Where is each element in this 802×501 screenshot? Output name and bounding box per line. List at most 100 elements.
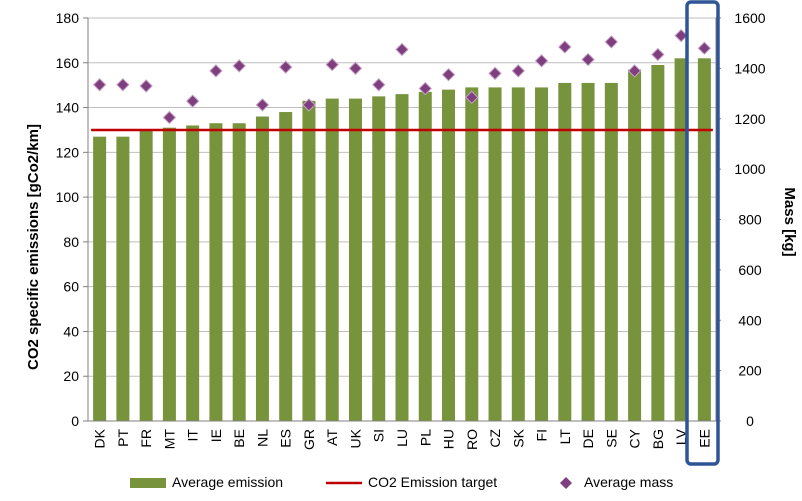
mass-marker-at xyxy=(325,57,339,72)
y-tick-label: 0 xyxy=(71,413,79,429)
y-right-tick-label: 800 xyxy=(738,212,762,228)
mass-marker-ro xyxy=(465,90,479,105)
bar-si xyxy=(372,96,386,421)
bar-bg xyxy=(651,65,665,422)
bar-lt xyxy=(558,82,572,421)
y-right-tick-label: 1200 xyxy=(734,111,765,127)
bar-pl xyxy=(418,91,432,421)
y-right-tick-label: 600 xyxy=(738,262,762,278)
y-tick-label: 100 xyxy=(56,189,80,205)
y-tick-label: 180 xyxy=(56,10,80,26)
axis-labels: CO2 specific emissions [gCo2/km] Mass [k… xyxy=(25,124,798,370)
y-right-tick-label: 1400 xyxy=(734,60,765,76)
bar-ee xyxy=(697,58,711,422)
y-tick-label: 40 xyxy=(63,323,79,339)
bar-dk xyxy=(93,136,107,421)
x-tick-label-pt: PT xyxy=(115,429,131,447)
x-tick-label-bg: BG xyxy=(650,429,666,449)
bar-de xyxy=(581,82,595,421)
x-tick-label-ee: EE xyxy=(696,429,712,448)
mass-marker-cy xyxy=(627,64,642,78)
x-tick-label-cy: CY xyxy=(627,428,643,448)
y-tick-label: 160 xyxy=(56,55,80,71)
mass-marker-ie xyxy=(209,64,223,78)
bar-hu xyxy=(442,89,456,422)
mass-marker-uk xyxy=(348,61,363,76)
x-tick-label-at: AT xyxy=(324,429,340,446)
y-right-tick-label: 1000 xyxy=(734,161,765,177)
y-tick-label: 80 xyxy=(63,234,79,250)
bar-lv xyxy=(674,58,688,422)
bar-fi xyxy=(535,87,549,422)
mass-marker-be xyxy=(232,59,246,73)
y-axis-title: CO2 specific emissions [gCo2/km] xyxy=(25,124,42,370)
bar-uk xyxy=(348,98,362,421)
bar-sk xyxy=(511,87,525,422)
legend-swatch-average-mass xyxy=(560,477,572,489)
bar-pt xyxy=(116,136,130,421)
y-axis-right-title: Mass [kg] xyxy=(781,187,798,256)
x-tick-label-lv: LV xyxy=(673,428,689,445)
mass-marker-de xyxy=(581,52,595,67)
mass-marker-si xyxy=(372,78,386,92)
x-tick-label-se: SE xyxy=(603,429,619,448)
y-tick-label: 140 xyxy=(56,100,80,116)
legend-label-average-emission: Average emission xyxy=(172,474,283,490)
x-tick-label-pl: PL xyxy=(417,429,433,446)
mass-marker-lu xyxy=(395,42,409,57)
mass-marker-cz xyxy=(488,66,502,81)
y-right-tick-label: 1600 xyxy=(734,10,765,26)
x-tick-label-es: ES xyxy=(278,429,294,448)
x-tick-label-ie: IE xyxy=(208,429,224,442)
bar-series xyxy=(93,58,711,422)
bar-ro xyxy=(465,87,479,422)
mass-marker-bg xyxy=(651,47,665,62)
mass-marker-mt xyxy=(162,110,177,125)
legend-label-average-mass: Average mass xyxy=(584,474,673,490)
legend-swatch-average-emission xyxy=(130,478,166,488)
mass-marker-es xyxy=(278,60,293,74)
legend-label-target: CO2 Emission target xyxy=(368,474,497,490)
x-tick-label-de: DE xyxy=(580,429,596,448)
bar-it xyxy=(186,125,200,421)
y-tick-label: 20 xyxy=(63,368,79,384)
x-tick-label-fi: FI xyxy=(534,429,550,441)
x-tick-label-nl: NL xyxy=(254,429,270,447)
x-tick-label-lt: LT xyxy=(557,429,573,445)
mass-marker-it xyxy=(185,94,200,108)
mass-marker-fi xyxy=(534,54,549,68)
bar-cz xyxy=(488,87,502,422)
bar-gr xyxy=(302,100,316,421)
legend: Average emission CO2 Emission target Avera… xyxy=(130,474,673,490)
mass-marker-pt xyxy=(116,78,130,92)
bar-mt xyxy=(162,127,176,421)
highlight-box xyxy=(685,0,720,466)
mass-marker-series xyxy=(92,28,712,125)
x-tick-label-hu: HU xyxy=(441,429,457,449)
x-tick-label-uk: UK xyxy=(347,428,363,448)
x-tick-label-sk: SK xyxy=(510,428,526,447)
mass-marker-gr xyxy=(302,98,316,112)
y-right-tick-label: 0 xyxy=(746,413,754,429)
bar-lu xyxy=(395,94,409,421)
bar-be xyxy=(232,123,246,421)
mass-marker-sk xyxy=(511,64,526,78)
bar-fr xyxy=(139,129,153,421)
mass-marker-pl xyxy=(418,81,432,96)
y-tick-label: 60 xyxy=(63,279,79,295)
x-tick-label-ro: RO xyxy=(464,429,480,450)
x-tick-label-it: IT xyxy=(185,429,201,442)
mass-marker-lv xyxy=(674,28,688,43)
axes: 0 20 40 60 80 100 120 140 160 180 0 200 400 600 800 100… xyxy=(56,10,766,450)
mass-marker-dk xyxy=(92,78,107,92)
mass-marker-se xyxy=(604,35,619,49)
x-tick-label-si: SI xyxy=(371,429,387,442)
bar-nl xyxy=(255,116,269,421)
mass-marker-lt xyxy=(558,40,572,54)
y-tick-label: 120 xyxy=(56,144,80,160)
bar-ie xyxy=(209,123,223,421)
x-tick-label-fr: FR xyxy=(138,429,154,448)
bar-es xyxy=(279,112,293,422)
